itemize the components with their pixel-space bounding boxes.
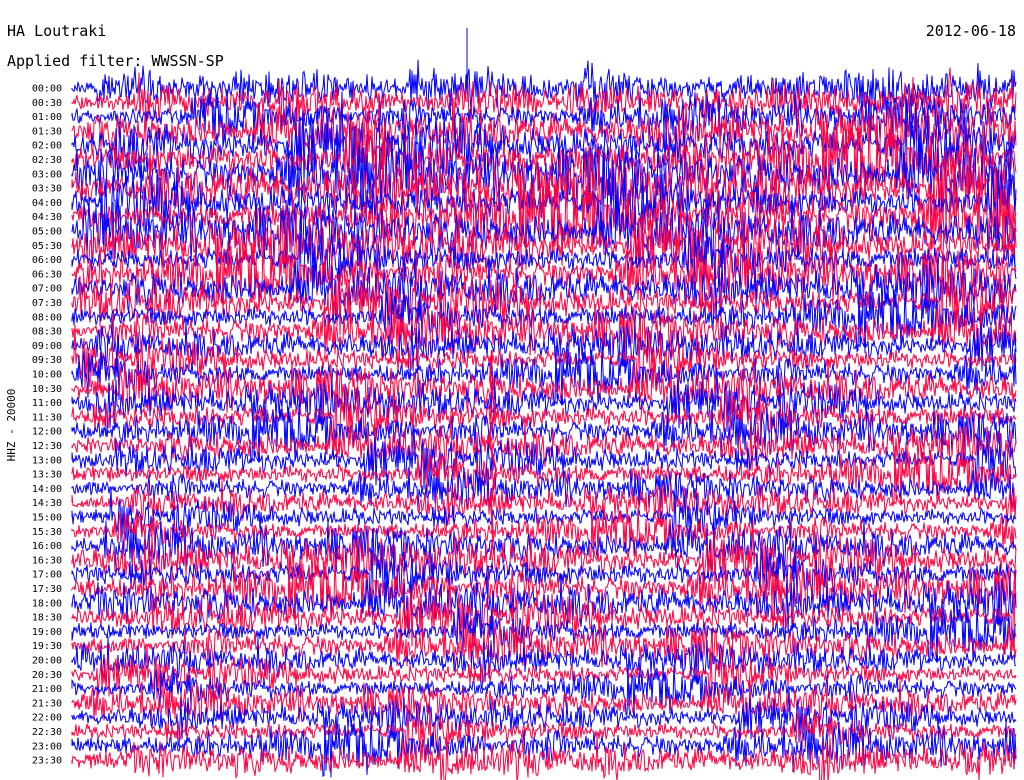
trace-row-0230 (71, 111, 1017, 213)
trace-row-1100 (71, 367, 1017, 437)
row-time-label: 01:00 (32, 112, 62, 123)
row-time-label: 02:00 (32, 141, 62, 152)
row-time-label: 07:30 (32, 298, 62, 309)
row-time-label: 16:30 (32, 555, 62, 566)
station-title: HA Loutraki (7, 22, 106, 40)
trace-row-1300 (71, 424, 1017, 494)
row-time-label: 14:30 (32, 498, 62, 509)
row-time-label: 04:00 (32, 198, 62, 209)
row-time-label: 01:30 (32, 126, 62, 137)
trace-row-1130 (71, 380, 1017, 455)
trace-row-2130 (71, 679, 1017, 726)
seismic-traces (71, 28, 1017, 780)
trace-row-1900 (71, 602, 1017, 664)
row-time-label: 03:30 (32, 184, 62, 195)
row-time-label: 21:30 (32, 698, 62, 709)
row-time-label: 17:30 (32, 584, 62, 595)
row-time-label: 00:00 (32, 84, 62, 95)
row-time-label: 13:00 (32, 455, 62, 466)
trace-row-1630 (71, 520, 1017, 599)
row-time-label: 16:00 (32, 541, 62, 552)
row-time-label: 00:30 (32, 98, 62, 109)
row-time-label: 12:30 (32, 441, 62, 452)
date-label: 2012-06-18 (926, 22, 1016, 40)
filter-label: Applied filter: WWSSN-SP (7, 52, 224, 70)
row-time-label: 18:00 (32, 598, 62, 609)
row-time-label: 05:30 (32, 241, 62, 252)
y-axis-label: HHZ - 20000 (5, 389, 18, 462)
row-time-label: 10:30 (32, 384, 62, 395)
row-time-label: 19:30 (32, 641, 62, 652)
row-time-label: 17:00 (32, 570, 62, 581)
trace-row-1530 (71, 506, 1017, 559)
trace-row-1400 (71, 466, 1017, 512)
row-time-label: 07:00 (32, 284, 62, 295)
row-time-label: 21:00 (32, 684, 62, 695)
row-time-label: 11:00 (32, 398, 62, 409)
row-time-label: 13:30 (32, 470, 62, 481)
row-time-label: 12:00 (32, 427, 62, 438)
row-time-label: 23:00 (32, 741, 62, 752)
trace-row-0830 (71, 300, 1017, 362)
row-time-label: 10:00 (32, 370, 62, 381)
event-spike (487, 349, 498, 561)
row-time-label: 18:30 (32, 613, 62, 624)
row-time-label: 20:30 (32, 670, 62, 681)
trace-row-1000 (71, 345, 1017, 406)
row-time-label: 09:30 (32, 355, 62, 366)
row-time-label: 23:30 (32, 756, 62, 767)
row-time-label: 22:00 (32, 713, 62, 724)
row-time-label: 08:30 (32, 327, 62, 338)
trace-row-1330 (71, 445, 1017, 506)
row-time-label: 03:00 (32, 169, 62, 180)
row-time-label: 15:30 (32, 527, 62, 538)
row-time-label: 06:30 (32, 269, 62, 280)
row-time-label: 22:30 (32, 727, 62, 738)
trace-row-0800 (71, 284, 1017, 353)
row-time-label: 08:00 (32, 312, 62, 323)
trace-row-2330 (71, 733, 1017, 780)
row-time-label: 20:00 (32, 656, 62, 667)
row-time-label: 09:00 (32, 341, 62, 352)
trace-row-0200 (71, 91, 1017, 197)
row-time-label: 02:30 (32, 155, 62, 166)
row-labels: 00:00 00:30 01:00 01:30 02:00 02:30 03:00 03:30… (32, 84, 62, 767)
trace-row-0030 (71, 67, 1017, 133)
trace-row-1030 (71, 357, 1017, 419)
row-time-label: 15:00 (32, 513, 62, 524)
row-time-label: 19:00 (32, 627, 62, 638)
row-time-label: 06:00 (32, 255, 62, 266)
trace-row-0900 (71, 319, 1017, 380)
trace-row-1200 (71, 402, 1017, 463)
row-time-label: 11:30 (32, 412, 62, 423)
trace-row-0000 (71, 59, 1017, 115)
trace-row-0930 (71, 324, 1017, 394)
trace-row-0500 (71, 192, 1017, 279)
row-time-label: 04:30 (32, 212, 62, 223)
trace-row-1230 (71, 418, 1017, 480)
row-time-label: 14:00 (32, 484, 62, 495)
trace-row-2030 (71, 644, 1017, 704)
trace-row-1700 (71, 538, 1017, 613)
trace-row-1500 (71, 486, 1017, 546)
trace-row-2230 (71, 704, 1017, 761)
trace-row-1830 (71, 577, 1017, 653)
trace-row-0630 (71, 237, 1017, 315)
row-time-label: 05:00 (32, 227, 62, 238)
trace-row-2000 (71, 636, 1017, 690)
